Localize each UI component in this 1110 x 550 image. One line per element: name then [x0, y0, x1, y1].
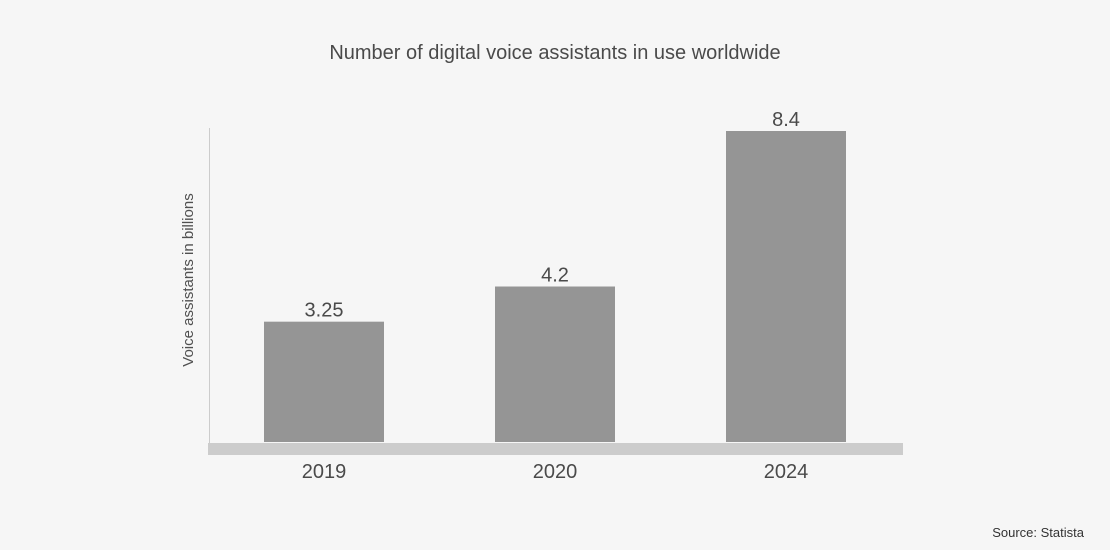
x-tick-label-2020: 2020 — [533, 461, 578, 483]
x-axis-bar — [208, 443, 903, 455]
x-tick-label-2024: 2024 — [764, 461, 809, 483]
bar-2020 — [495, 286, 615, 442]
bar-2024 — [726, 131, 846, 442]
data-label-2020: 4.2 — [541, 265, 569, 287]
x-tick-label-2019: 2019 — [302, 461, 347, 483]
data-label-2019: 3.25 — [305, 300, 344, 322]
bar-2019 — [264, 321, 384, 442]
y-axis-label: Voice assistants in billions — [180, 193, 197, 366]
data-label-2024: 8.4 — [772, 109, 800, 131]
chart-title: Number of digital voice assistants in us… — [329, 42, 781, 64]
bars-group: 3.25 2019 4.2 2020 8.4 2024 — [264, 109, 846, 483]
source-note: Source: Statista — [992, 525, 1084, 540]
